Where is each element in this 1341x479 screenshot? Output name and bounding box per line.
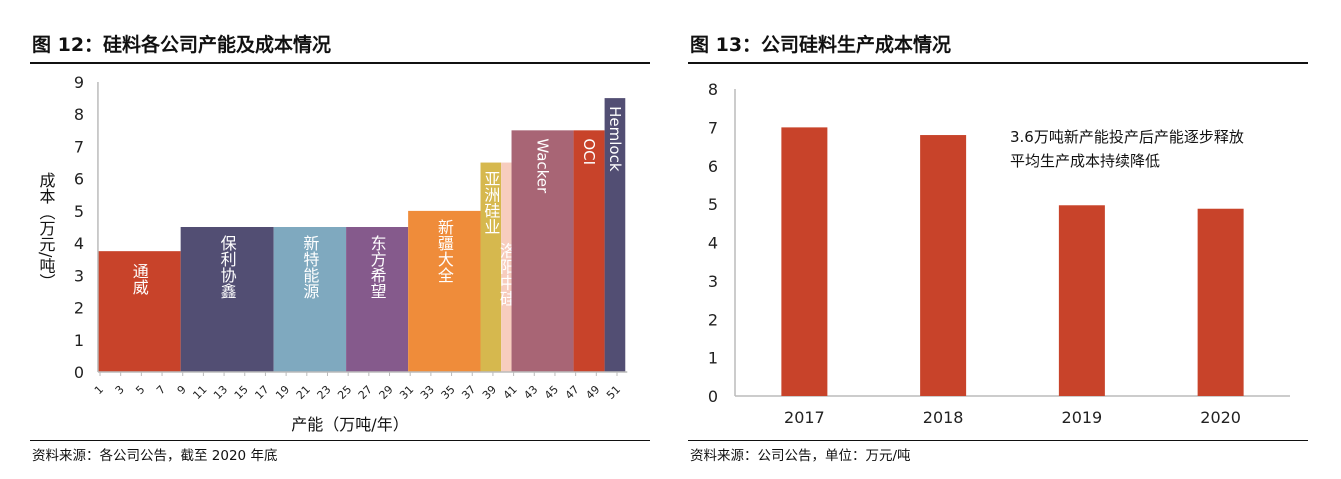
x-tick-label: 19 — [273, 383, 292, 402]
x-tick-label: 41 — [501, 383, 520, 402]
y-tick-label: 8 — [74, 105, 84, 124]
x-tick-label: 3 — [113, 383, 127, 397]
y-tick-label: 2 — [708, 310, 718, 329]
x-tick-label: 51 — [604, 383, 623, 402]
x-tick-label: 5 — [133, 383, 147, 397]
bar-Wacker — [511, 130, 574, 372]
right-source: 资料来源：公司公告，单位：万元/吨 — [690, 448, 911, 464]
annotation-line: 3.6万吨新产能投产后产能逐步释放 — [1010, 128, 1244, 146]
y-tick-label: 1 — [74, 331, 84, 350]
x-tick-label: 2019 — [1062, 408, 1103, 427]
y-tick-label: 5 — [708, 195, 718, 214]
x-tick-label: 29 — [377, 383, 396, 402]
y-tick-label: 9 — [74, 73, 84, 92]
x-tick-label: 2018 — [923, 408, 964, 427]
bar-新特能源 — [273, 227, 347, 372]
x-tick-label: 9 — [175, 383, 189, 397]
bar-新疆大全 — [408, 210, 481, 372]
x-tick-label: 37 — [459, 383, 478, 402]
bar-label: 新特能源 — [300, 235, 319, 300]
bar-label: 通威 — [130, 263, 149, 296]
right-source-rule — [688, 440, 1308, 441]
y-tick-label: 6 — [708, 157, 718, 176]
bar-label: Wacker — [534, 138, 552, 194]
bar-东方希望 — [346, 227, 409, 372]
x-tick-label: 25 — [335, 383, 354, 402]
bar-2019 — [1058, 205, 1105, 396]
bar-2017 — [781, 127, 828, 396]
x-tick-label: 2020 — [1200, 408, 1241, 427]
x-tick-label: 27 — [356, 383, 375, 402]
y-tick-label: 7 — [74, 137, 84, 156]
bar-label: 东方希望 — [368, 235, 387, 299]
y-tick-label: 8 — [708, 80, 718, 99]
annotation-line: 平均生产成本持续降低 — [1010, 152, 1160, 170]
x-tick-label: 23 — [315, 383, 334, 402]
x-tick-label: 1 — [92, 383, 106, 397]
left-title-rule — [30, 62, 650, 64]
x-tick-label: 2017 — [784, 408, 825, 427]
x-tick-label: 47 — [563, 383, 582, 402]
bar-2018 — [920, 135, 967, 397]
x-tick-label: 31 — [397, 383, 416, 402]
x-tick-label: 39 — [480, 383, 499, 402]
y-tick-label: 6 — [74, 170, 84, 189]
bar-label: 新疆大全 — [435, 219, 454, 283]
x-tick-label: 49 — [583, 383, 602, 402]
left-chart-title: 图 12：硅料各公司产能及成本情况 — [32, 34, 332, 56]
y-tick-label: 3 — [708, 272, 718, 291]
y-tick-label: 0 — [74, 363, 84, 382]
bar-label: OCI — [580, 138, 598, 165]
x-tick-label: 15 — [232, 383, 251, 402]
bar-通威 — [97, 251, 181, 372]
y-tick-label: 4 — [74, 234, 84, 253]
x-tick-label: 17 — [252, 383, 271, 402]
bar-label: 洛阳中硅 — [497, 243, 516, 307]
bar-洛阳中硅 — [501, 162, 512, 372]
y-tick-label: 7 — [708, 118, 718, 137]
right-title-rule — [688, 62, 1308, 64]
bar-2020 — [1197, 208, 1244, 396]
y-tick-label: 2 — [74, 299, 84, 318]
left-source-rule — [30, 440, 650, 441]
bar-label: 亚洲硅业 — [481, 171, 500, 235]
y-axis-title: 成本（万元/吨） — [37, 172, 56, 289]
bar-label: Hemlock — [606, 106, 624, 172]
bar-Hemlock — [604, 98, 626, 372]
bar-亚洲硅业 — [480, 162, 502, 372]
right-chart-title: 图 13：公司硅料生产成本情况 — [690, 34, 952, 56]
y-tick-label: 1 — [708, 349, 718, 368]
x-axis-title: 产能（万吨/年） — [291, 415, 408, 434]
x-tick-label: 7 — [154, 383, 168, 397]
bar-保利协鑫 — [180, 227, 274, 372]
bar-label: 保利协鑫 — [218, 235, 237, 299]
x-tick-label: 11 — [190, 383, 209, 402]
x-tick-label: 21 — [294, 383, 313, 402]
x-tick-label: 35 — [439, 383, 458, 402]
bar-OCI — [573, 130, 605, 372]
y-tick-label: 4 — [708, 234, 718, 253]
y-tick-label: 5 — [74, 202, 84, 221]
x-tick-label: 43 — [521, 383, 540, 402]
x-tick-label: 33 — [418, 383, 437, 402]
y-tick-label: 3 — [74, 266, 84, 285]
x-tick-label: 13 — [211, 383, 230, 402]
y-tick-label: 0 — [708, 387, 718, 406]
left-source: 资料来源：各公司公告，截至 2020 年底 — [32, 448, 278, 464]
x-tick-label: 45 — [542, 383, 561, 402]
